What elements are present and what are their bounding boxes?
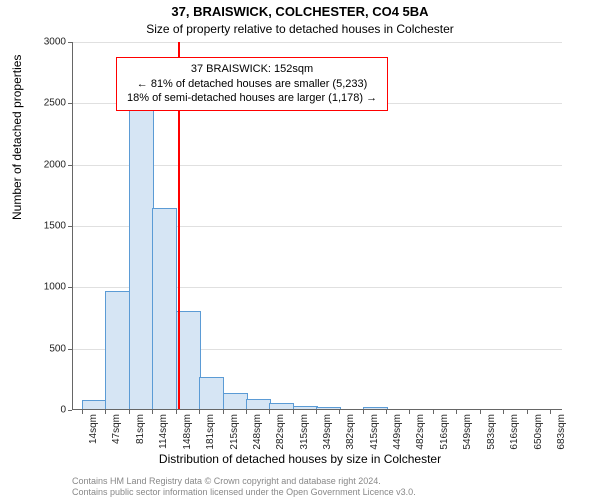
x-tick-label: 382sqm — [345, 414, 356, 450]
x-tick-mark — [339, 410, 340, 414]
x-tick-label: 282sqm — [275, 414, 286, 450]
x-tick-label: 181sqm — [205, 414, 216, 450]
x-tick-label: 415sqm — [369, 414, 380, 450]
x-tick-label: 683sqm — [556, 414, 567, 450]
x-tick-mark — [550, 410, 551, 414]
x-tick-mark — [527, 410, 528, 414]
x-tick-mark — [269, 410, 270, 414]
x-tick-label: 583sqm — [486, 414, 497, 450]
page-title-1: 37, BRAISWICK, COLCHESTER, CO4 5BA — [0, 4, 600, 19]
x-tick-mark — [129, 410, 130, 414]
footer-line-2: Contains public sector information licen… — [72, 487, 582, 498]
x-tick-mark — [82, 410, 83, 414]
y-tick-mark — [68, 410, 72, 411]
histogram-bar — [129, 110, 154, 410]
x-tick-label: 616sqm — [509, 414, 520, 450]
x-tick-label: 482sqm — [415, 414, 426, 450]
x-tick-mark — [363, 410, 364, 414]
x-tick-mark — [293, 410, 294, 414]
x-tick-label: 114sqm — [158, 414, 169, 449]
histogram-bar — [199, 377, 224, 410]
callout-line: 37 BRAISWICK: 152sqm — [127, 62, 377, 77]
x-tick-label: 47sqm — [111, 414, 122, 444]
x-tick-label: 516sqm — [439, 414, 450, 450]
y-axis — [72, 42, 73, 410]
x-tick-label: 449sqm — [392, 414, 403, 450]
x-tick-label: 349sqm — [322, 414, 333, 450]
x-tick-label: 248sqm — [252, 414, 263, 450]
x-tick-label: 215sqm — [229, 414, 240, 450]
x-tick-label: 549sqm — [462, 414, 473, 450]
x-axis-label: Distribution of detached houses by size … — [0, 452, 600, 466]
x-tick-mark — [456, 410, 457, 414]
y-axis-label: Number of detached properties — [10, 55, 24, 220]
x-tick-mark — [176, 410, 177, 414]
callout-line: 18% of semi-detached houses are larger (… — [127, 91, 377, 106]
footer-line-1: Contains HM Land Registry data © Crown c… — [72, 476, 582, 487]
x-tick-mark — [386, 410, 387, 414]
x-tick-mark — [246, 410, 247, 414]
x-tick-mark — [503, 410, 504, 414]
x-tick-mark — [433, 410, 434, 414]
x-tick-mark — [152, 410, 153, 414]
callout-line: ← 81% of detached houses are smaller (5,… — [127, 77, 377, 92]
chart-plot-area: 05001000150020002500300014sqm47sqm81sqm1… — [72, 42, 562, 410]
x-tick-mark — [409, 410, 410, 414]
x-tick-label: 14sqm — [88, 414, 99, 444]
histogram-bar — [105, 291, 130, 410]
reference-callout: 37 BRAISWICK: 152sqm← 81% of detached ho… — [116, 57, 388, 112]
x-tick-label: 81sqm — [135, 414, 146, 444]
x-tick-mark — [223, 410, 224, 414]
x-tick-mark — [316, 410, 317, 414]
histogram-bar — [223, 393, 248, 410]
page-title-2: Size of property relative to detached ho… — [0, 22, 600, 36]
x-tick-label: 650sqm — [533, 414, 544, 450]
x-tick-mark — [199, 410, 200, 414]
x-tick-label: 148sqm — [182, 414, 193, 450]
footer-attribution: Contains HM Land Registry data © Crown c… — [72, 476, 582, 499]
x-tick-mark — [105, 410, 106, 414]
histogram-bar — [152, 208, 177, 410]
x-tick-label: 315sqm — [299, 414, 310, 450]
x-tick-mark — [480, 410, 481, 414]
